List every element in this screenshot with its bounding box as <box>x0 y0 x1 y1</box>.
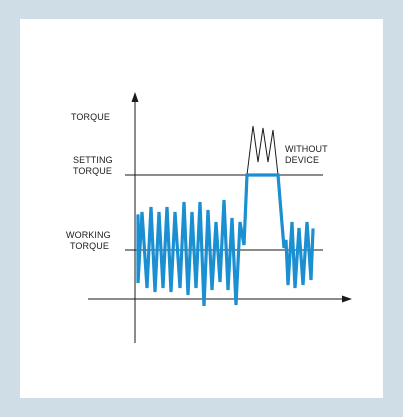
x-axis-arrow-icon <box>342 295 352 303</box>
setting-torque-label-line1: SETTING <box>73 155 113 165</box>
working-torque-label-line1: WORKING <box>66 230 111 240</box>
y-axis-label: TORQUE <box>71 112 110 122</box>
torque-signal-trace <box>136 173 315 307</box>
y-axis-arrow-icon <box>131 92 139 102</box>
working-torque-label-line2: TORQUE <box>70 241 109 251</box>
without-device-trace <box>246 125 279 176</box>
without-device-label-line2: DEVICE <box>285 155 319 165</box>
without-device-label-line1: WITHOUT <box>285 144 328 154</box>
setting-torque-label-line2: TORQUE <box>73 166 112 176</box>
